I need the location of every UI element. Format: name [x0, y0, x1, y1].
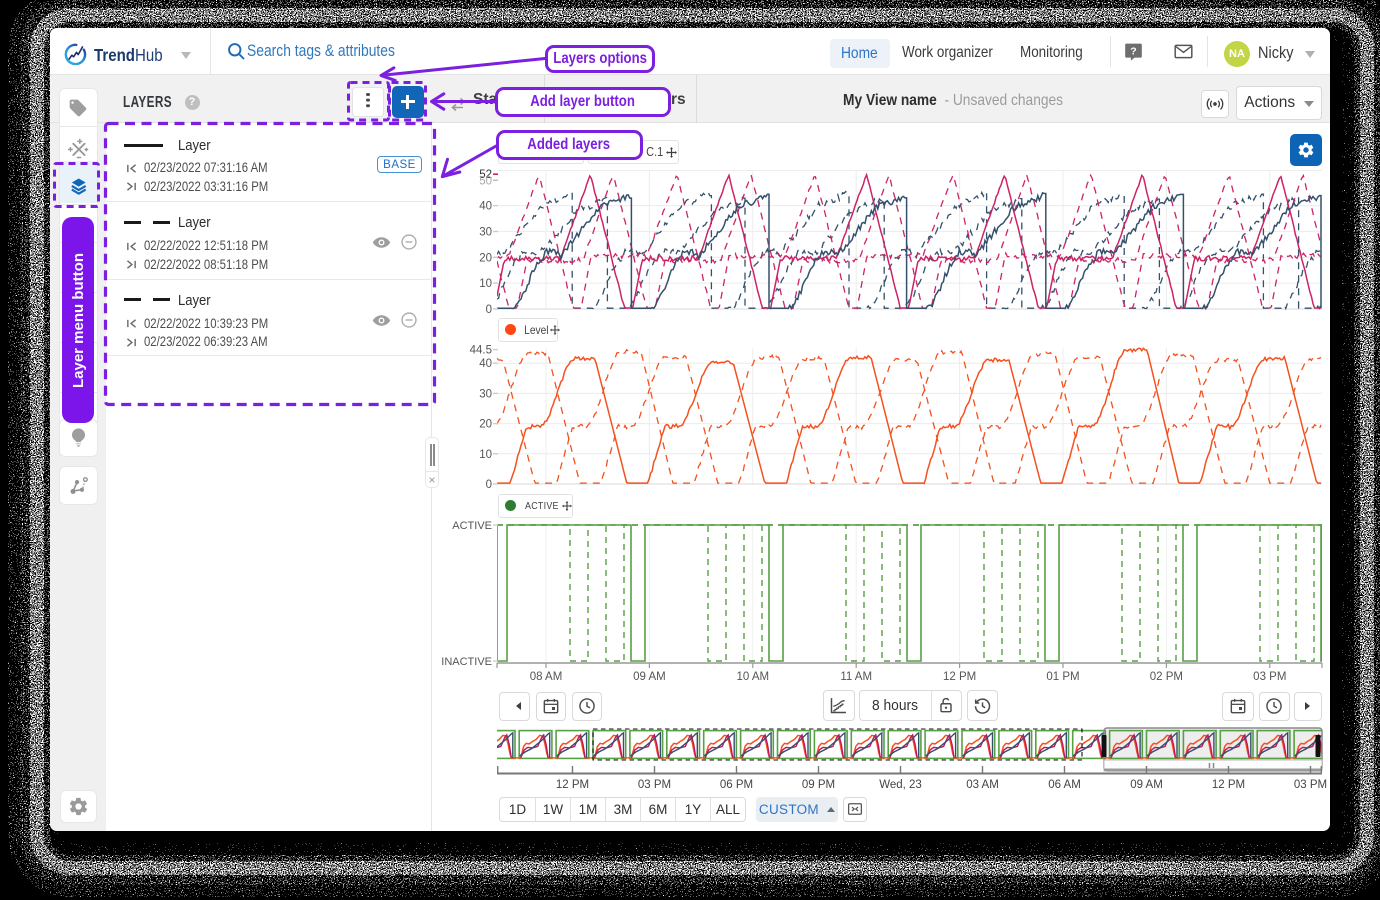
svg-text:0: 0 — [486, 304, 492, 316]
svg-text:44.5: 44.5 — [470, 345, 492, 357]
svg-text:01 PM: 01 PM — [1046, 671, 1079, 683]
svg-text:30: 30 — [479, 388, 492, 400]
svg-text:40: 40 — [479, 201, 492, 213]
svg-text:06 PM: 06 PM — [720, 779, 753, 791]
svg-text:08 AM: 08 AM — [530, 671, 563, 683]
svg-text:10: 10 — [479, 449, 492, 461]
svg-text:03 PM: 03 PM — [638, 779, 671, 791]
svg-text:40: 40 — [479, 358, 492, 370]
svg-text:03 PM: 03 PM — [1294, 779, 1327, 791]
svg-text:09 AM: 09 AM — [1130, 779, 1163, 791]
svg-text:09 PM: 09 PM — [802, 779, 835, 791]
svg-text:20: 20 — [479, 252, 492, 264]
svg-text:20: 20 — [479, 419, 492, 431]
svg-text:12 PM: 12 PM — [1212, 779, 1245, 791]
svg-text:03 AM: 03 AM — [966, 779, 999, 791]
svg-text:06 AM: 06 AM — [1048, 779, 1081, 791]
svg-text:ACTIVE: ACTIVE — [452, 520, 492, 532]
svg-text:30: 30 — [479, 226, 492, 238]
svg-text:Wed, 23: Wed, 23 — [879, 779, 922, 791]
svg-text:02 PM: 02 PM — [1150, 671, 1183, 683]
svg-text:0: 0 — [486, 479, 492, 491]
svg-text:03 PM: 03 PM — [1253, 671, 1286, 683]
svg-text:10: 10 — [479, 278, 492, 290]
svg-text:?: ? — [1130, 46, 1136, 58]
svg-text:09 AM: 09 AM — [633, 671, 666, 683]
svg-text:11 AM: 11 AM — [840, 671, 872, 683]
svg-text:INACTIVE: INACTIVE — [441, 656, 492, 668]
svg-text:12 PM: 12 PM — [943, 671, 976, 683]
svg-text:12 PM: 12 PM — [556, 779, 589, 791]
svg-text:50: 50 — [479, 176, 492, 188]
svg-text:10 AM: 10 AM — [736, 671, 769, 683]
